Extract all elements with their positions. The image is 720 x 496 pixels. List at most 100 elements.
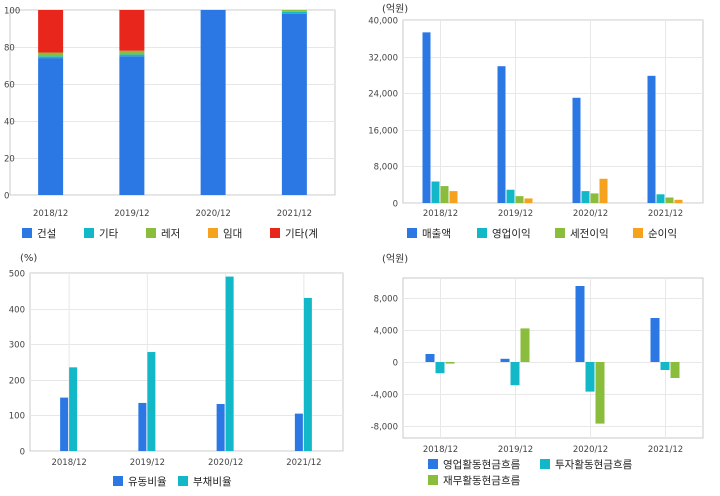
- x-tick-label: 2020/12: [573, 445, 608, 455]
- bar: [510, 362, 520, 386]
- chart-2: 0 8,000 16,000 24,000 32,000 40,000 2018/12 201…: [368, 3, 704, 240]
- chart-4: -8,000 -4,000 0 4,000 8,000 2018/12 2019/12 202…: [371, 253, 704, 487]
- y-tick-label: 100: [9, 412, 25, 422]
- bar: [515, 196, 524, 203]
- bar: [650, 318, 660, 362]
- y-tick-label: 32,000: [368, 54, 398, 64]
- y-tick-label: 100: [4, 7, 20, 17]
- bar: [119, 56, 145, 195]
- bar: [497, 66, 506, 204]
- bar: [445, 362, 455, 364]
- bar: [520, 328, 530, 362]
- plot-frame: [9, 9, 336, 196]
- bar: [595, 362, 605, 424]
- bar: [38, 56, 64, 59]
- y-tick-label: 8,000: [374, 163, 398, 173]
- legend-label: 레저: [161, 228, 180, 240]
- bar: [585, 362, 595, 392]
- bar: [575, 286, 585, 362]
- bar: [440, 186, 449, 203]
- x-tick-label: 2018/12: [51, 458, 86, 468]
- legend-label: 기타(계: [285, 228, 318, 240]
- x-tick-label: 2021/12: [277, 209, 312, 219]
- legend-swatch: [270, 228, 280, 238]
- y-tick-label: 500: [9, 270, 25, 280]
- legend-swatch: [84, 228, 94, 238]
- x-tick-label: 2021/12: [286, 458, 321, 468]
- legend-label: 유동비율: [128, 476, 167, 488]
- y-tick-label: 20: [4, 155, 15, 165]
- legend-swatch: [540, 459, 550, 469]
- legend-swatch: [633, 228, 643, 238]
- bar: [674, 199, 683, 203]
- x-tick-label: 2021/12: [648, 445, 683, 455]
- unit-label: (억원): [382, 3, 408, 15]
- x-tick-label: 2020/12: [195, 209, 230, 219]
- y-tick-label: 200: [9, 377, 25, 387]
- bar: [425, 354, 435, 362]
- bar: [581, 191, 590, 203]
- bar: [38, 58, 64, 195]
- y-tick-label: 0: [4, 192, 9, 202]
- x-tick-label: 2019/12: [114, 209, 149, 219]
- bar: [69, 367, 78, 451]
- bar: [572, 97, 581, 203]
- y-tick-label: 40: [4, 118, 15, 128]
- legend-label: 순이익: [648, 228, 677, 240]
- legend-swatch: [555, 228, 565, 238]
- bar: [281, 10, 307, 12]
- bar: [294, 413, 303, 451]
- x-tick-label: 2019/12: [498, 445, 533, 455]
- y-tick-label: -8,000: [371, 423, 398, 433]
- legend-swatch: [146, 228, 156, 238]
- bar: [590, 193, 599, 203]
- x-tick-label: 2018/12: [423, 445, 458, 455]
- legend-label: 세전이익: [570, 228, 609, 240]
- legend-label: 건설: [37, 228, 56, 240]
- bar: [599, 178, 608, 203]
- bar: [524, 198, 533, 203]
- legend-swatch: [208, 228, 218, 238]
- y-tick-label: 16,000: [368, 127, 398, 137]
- x-tick-label: 2018/12: [423, 209, 458, 219]
- y-tick-label: 60: [4, 81, 15, 91]
- y-tick-label: 0: [20, 448, 25, 458]
- plot-frame: [402, 19, 704, 204]
- bar: [281, 13, 307, 196]
- y-tick-label: 400: [9, 306, 25, 316]
- bar: [60, 397, 69, 451]
- y-tick-label: 24,000: [368, 90, 398, 100]
- bar: [119, 10, 145, 51]
- legend-label: 재무활동현금흐름: [443, 474, 521, 487]
- bar: [647, 75, 656, 203]
- legend-label: 매출액: [422, 228, 451, 240]
- bar: [449, 191, 458, 203]
- plot-frame: [29, 272, 344, 452]
- legend-label: 임대: [223, 227, 242, 240]
- legend-label: 영업이익: [492, 227, 531, 240]
- y-tick-label: 0: [393, 359, 398, 369]
- bar: [660, 362, 670, 370]
- bar: [431, 181, 440, 203]
- bar: [200, 10, 226, 195]
- bar: [225, 276, 234, 451]
- legend-swatch: [22, 228, 32, 238]
- bar: [506, 189, 515, 203]
- legend-label: 기타: [99, 228, 119, 240]
- bar: [119, 50, 145, 55]
- unit-label: (억원): [382, 253, 408, 265]
- legend-swatch: [407, 228, 417, 238]
- legend-swatch: [428, 475, 438, 485]
- legend-swatch: [178, 476, 188, 486]
- chart-1: 0 20 40 60 80 100 2018/12 2019/12 2020/12 2021/12…: [4, 7, 336, 240]
- x-tick-label: 2020/12: [573, 209, 608, 219]
- bar: [500, 358, 510, 362]
- bar: [119, 54, 145, 57]
- bar: [38, 52, 64, 57]
- y-tick-label: 0: [393, 200, 398, 210]
- x-tick-label: 2018/12: [33, 209, 68, 219]
- bar: [670, 362, 680, 378]
- x-tick-label: 2019/12: [130, 458, 165, 468]
- legend-swatch: [477, 228, 487, 238]
